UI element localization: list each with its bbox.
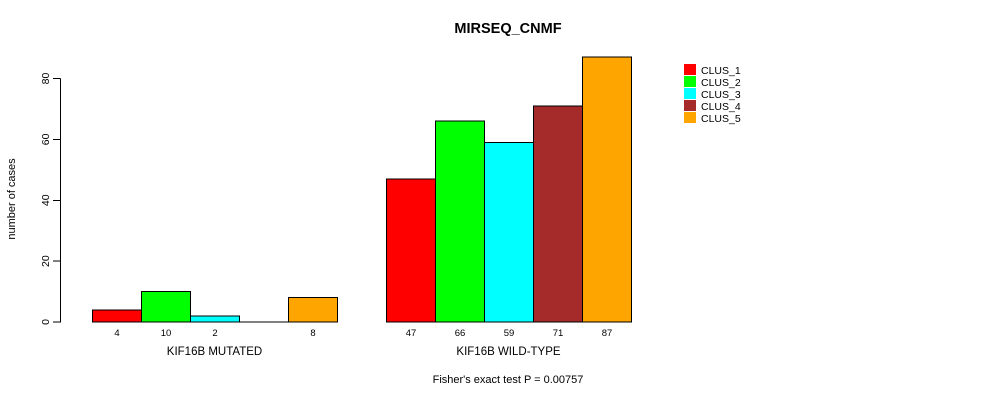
bar-value-label: 66 — [455, 328, 466, 339]
bar-value-label: 47 — [406, 328, 417, 339]
y-tick-label: 60 — [40, 133, 52, 145]
bar-clus-3-mutated — [190, 315, 240, 323]
y-axis-label: number of cases — [6, 158, 18, 240]
legend-swatch-clus-1 — [684, 64, 696, 75]
bar-clus-1-mutated — [92, 309, 142, 323]
bar-clus-4-wild-type — [533, 105, 583, 323]
legend-label-clus-5: CLUS_5 — [701, 113, 741, 125]
bar-value-label: 59 — [504, 328, 515, 339]
bar-value-label: 2 — [212, 328, 217, 339]
bar-clus-2-wild-type — [435, 120, 485, 323]
bar-clus-5-wild-type — [582, 56, 632, 323]
bar-clus-5-mutated — [288, 297, 338, 323]
bar-clus-2-mutated — [141, 291, 191, 323]
legend-swatch-clus-3 — [684, 88, 696, 99]
group-label-wild-type: KIF16B WILD-TYPE — [456, 346, 560, 358]
bars-group: 4 47 10 66 2 59 71 8 87 — [92, 56, 632, 339]
y-tick-label: 0 — [40, 319, 52, 325]
bar-clus-3-wild-type — [484, 141, 534, 323]
y-tick-label: 80 — [40, 73, 52, 85]
legend-swatch-clus-5 — [684, 112, 696, 123]
bar-value-label: 87 — [602, 328, 613, 339]
fisher-test-annotation: Fisher's exact test P = 0.00757 — [433, 374, 584, 386]
chart-title: MIRSEQ_CNMF — [454, 21, 561, 37]
legend-label-clus-1: CLUS_1 — [701, 65, 741, 77]
bar-value-label: 8 — [310, 328, 315, 339]
legend-label-clus-3: CLUS_3 — [701, 89, 741, 101]
y-axis: 0 20 40 60 80 — [40, 73, 61, 325]
group-label-mutated: KIF16B MUTATED — [167, 346, 262, 358]
legend-swatch-clus-2 — [684, 76, 696, 87]
legend-swatch-clus-4 — [684, 100, 696, 111]
bar-value-label: 71 — [553, 328, 564, 339]
legend-label-clus-2: CLUS_2 — [701, 77, 741, 89]
bar-clus-1-wild-type — [386, 178, 436, 323]
legend-label-clus-4: CLUS_4 — [701, 101, 741, 113]
bar-value-label: 4 — [114, 328, 119, 339]
y-tick-label: 40 — [40, 194, 52, 206]
y-tick-label: 20 — [40, 255, 52, 267]
bar-value-label: 10 — [161, 328, 172, 339]
